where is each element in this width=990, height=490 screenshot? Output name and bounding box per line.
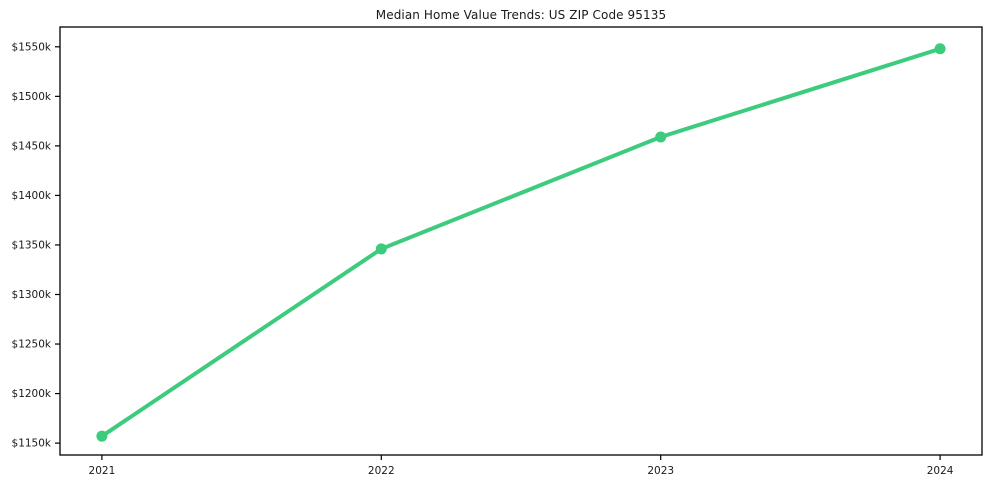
- y-axis-tick-label: $1400k: [12, 190, 52, 202]
- plot-border: [59, 26, 983, 456]
- x-axis-tick-label: 2022: [368, 465, 395, 477]
- x-axis-tick-label: 2024: [927, 465, 954, 477]
- data-point-marker: [655, 131, 667, 143]
- trend-line: [99, 46, 943, 439]
- y-axis-tick-label: $1550k: [12, 41, 52, 53]
- x-axis-tick-label: 2023: [647, 465, 674, 477]
- y-axis-tick-label: $1300k: [12, 289, 52, 301]
- data-point-marker: [934, 43, 946, 55]
- x-axis-tick-label: 2021: [89, 465, 116, 477]
- y-axis-tick-label: $1200k: [12, 388, 52, 400]
- y-axis-tick-label: $1450k: [12, 140, 52, 152]
- data-point-marker: [96, 430, 108, 442]
- chart-title: Median Home Value Trends: US ZIP Code 95…: [375, 8, 667, 22]
- y-axis-tick-label: $1150k: [12, 438, 52, 450]
- y-axis-tick-label: $1500k: [12, 91, 52, 103]
- data-point-marker: [375, 243, 387, 255]
- y-axis-tick-label: $1350k: [12, 239, 52, 251]
- y-axis-tick-label: $1250k: [12, 339, 52, 351]
